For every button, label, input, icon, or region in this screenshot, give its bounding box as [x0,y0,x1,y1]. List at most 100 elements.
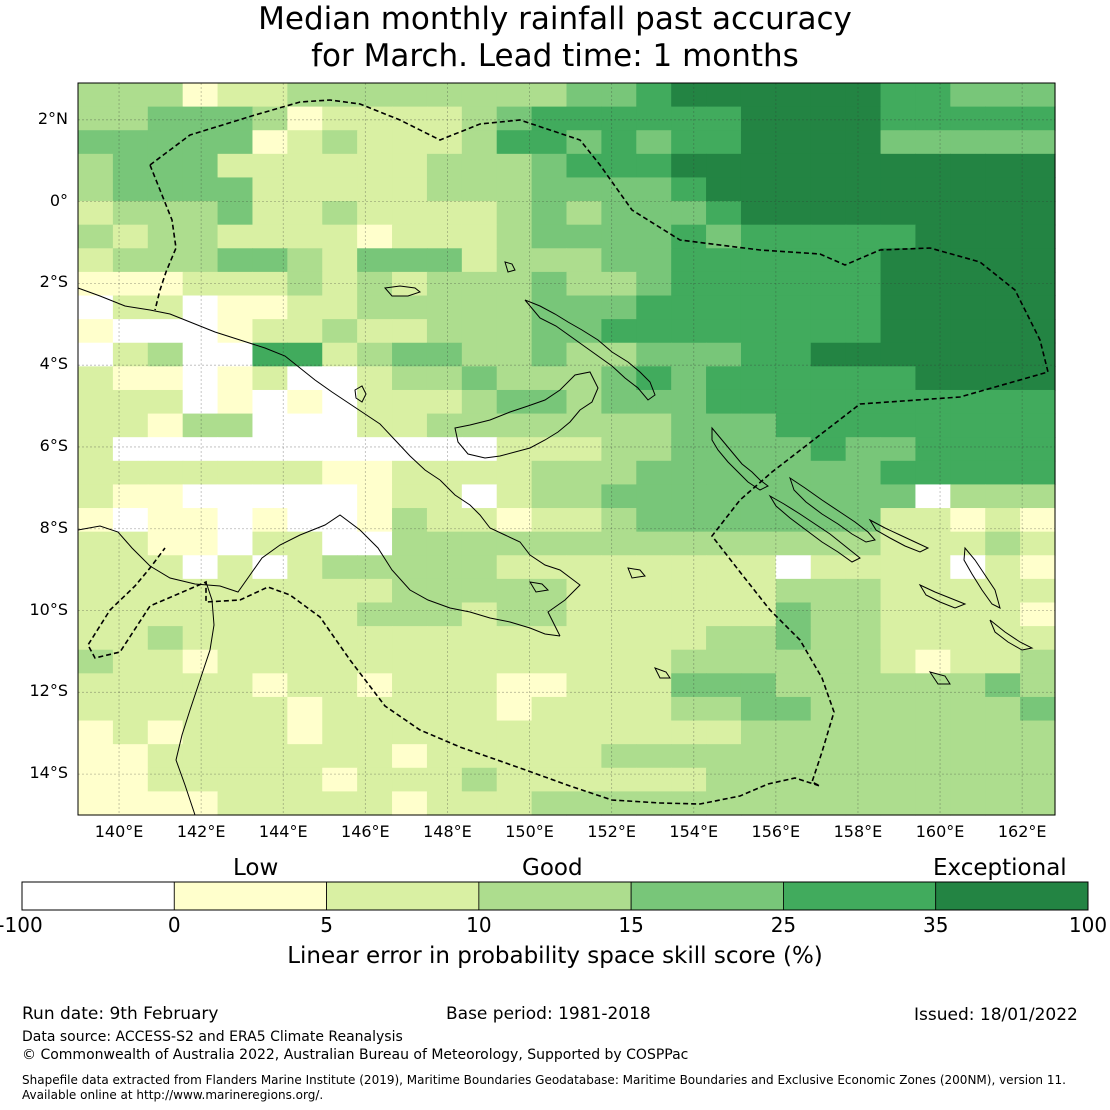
grid-cell [496,201,533,226]
grid-cell [601,484,637,509]
grid-cell [426,295,463,320]
grid-cell [78,460,114,486]
grid-cell [566,295,602,320]
grid-cell [880,791,917,816]
grid-cell [601,342,637,367]
grid-cell [217,720,254,745]
grid-cell [496,153,533,179]
grid-cell [287,342,323,367]
grid-cell [880,271,917,297]
grid-cell [287,413,323,438]
grid-cell [740,531,777,556]
grid-cell [252,319,288,344]
latitude-label: 6°S [39,435,68,455]
grid-cell [252,366,288,391]
grid-cell [950,271,986,297]
grid-cell [461,649,498,674]
grid-cell [566,767,602,792]
grid-cell [775,578,812,604]
grid-cell [950,484,986,509]
grid-cell [845,342,882,367]
grid-cell [461,437,498,462]
grid-cell [217,508,254,533]
grid-cell [845,389,882,415]
grid-cell [496,413,533,438]
grid-cell [950,649,986,674]
manus-island-coast [384,285,422,297]
grid-cell [252,83,288,108]
longitude-label: 156°E [751,822,801,841]
grid-cell [322,696,358,722]
grid-cell [845,649,882,674]
grid-cell [252,201,288,226]
grid-cell [426,744,463,769]
grid-cell [706,248,742,273]
grid-cell [636,649,672,674]
grid-cell [357,720,393,745]
grid-cell [740,366,777,391]
grid-cell [740,649,777,674]
grid-cell [112,555,149,580]
grid-cell [357,626,393,651]
grid-cell [217,248,254,273]
grid-cell [810,673,847,698]
grid-cell [671,130,707,155]
base-period: Base period: 1981-2018 [446,1004,651,1024]
colorbar-tick-label: 25 [770,913,797,937]
grid-cell [880,555,917,580]
grid-cell [112,248,149,273]
grid-cell [845,460,882,486]
grid-cell [287,673,323,698]
grid-cell [287,767,323,792]
grid-cell [915,791,951,816]
grid-cell [287,460,323,486]
grid-cell [880,130,917,155]
grid-cell [322,508,358,533]
grid-cell [217,342,254,367]
grid-cell [217,673,254,698]
grid-cell [810,177,847,202]
grid-cell [636,366,672,391]
grid-cell [252,177,288,202]
grid-cell [775,626,812,651]
grid-cell [217,531,254,556]
grid-cell [985,177,1021,202]
grid-cell [775,295,812,320]
grid-cell [636,791,672,816]
grid-cell [810,437,847,462]
grid-cell [182,413,219,438]
grid-cell [182,83,219,108]
small-island-1 [504,261,516,273]
grid-cell [950,508,986,533]
grid-cell [845,626,882,651]
grid-cell [601,319,637,344]
grid-cell [636,224,672,249]
grid-cell [78,791,114,816]
grid-cell [392,177,428,202]
grid-cell [147,413,184,438]
grid-cell [985,319,1021,344]
grid-cell [322,555,358,580]
grid-cell [182,106,219,131]
grid-cell [636,271,672,297]
grid-cell [496,649,533,674]
grid-cell [740,248,777,273]
grid-cell [775,342,812,367]
grid-cell [566,224,602,249]
grid-cell [810,744,847,769]
grid-cell [357,531,393,556]
grid-cell [985,413,1021,438]
grid-cell [147,342,184,367]
grid-cell [357,696,393,722]
grid-cell [392,319,428,344]
copyright: © Commonwealth of Australia 2022, Austra… [22,1047,689,1063]
grid-cell [810,106,847,131]
grid-cell [78,153,114,179]
grid-cell [845,696,882,722]
grid-cell [461,271,498,297]
grid-cell [217,649,254,674]
map-title-line-2: for March. Lead time: 1 months [311,38,799,74]
grid-cell [287,531,323,556]
grid-cell [392,649,428,674]
grid-cell [287,319,323,344]
